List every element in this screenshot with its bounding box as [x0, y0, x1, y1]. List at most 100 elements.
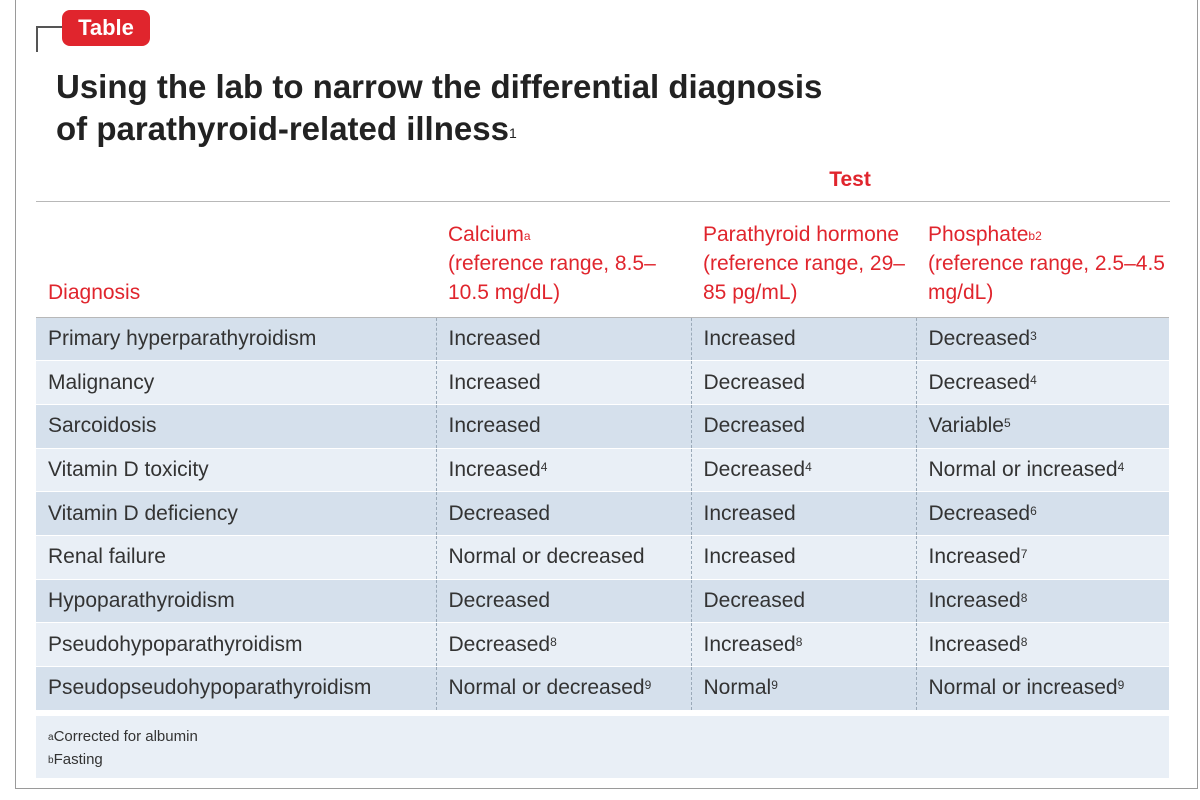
result-reference: 9: [644, 678, 652, 693]
result-value: Increased: [928, 588, 1021, 612]
result-reference: 3: [1030, 328, 1037, 343]
table-row: Pseudopseudohypoparathyroidism Normal or …: [36, 666, 1169, 711]
title-line-2: of parathyroid-related illness: [56, 110, 509, 147]
result-cell: Increased: [690, 317, 916, 362]
result-value: Normal: [703, 676, 772, 700]
result-reference: 8: [1020, 634, 1028, 649]
result-reference: 4: [805, 459, 812, 474]
result-value: Increased: [448, 414, 541, 438]
result-value: Increased: [448, 370, 541, 394]
result-reference: 8: [550, 634, 557, 649]
column-header-label: Parathyroid hormone: [703, 222, 900, 246]
column-header-diagnosis: Diagnosis: [36, 205, 436, 318]
result-cell: Increased8: [915, 579, 1169, 624]
footnote-mark: a: [48, 732, 54, 743]
result-cell: Decreased: [690, 579, 916, 624]
result-cell: Normal or decreased: [435, 535, 691, 580]
result-value: Increased: [703, 545, 796, 569]
diagnosis-cell: Malignancy: [36, 360, 436, 405]
result-value: Increased: [703, 501, 796, 525]
result-value: Normal or increased: [928, 457, 1118, 481]
result-value: Increased: [448, 457, 541, 481]
result-value: Decreased: [448, 632, 551, 656]
result-value: Decreased: [928, 326, 1031, 350]
table-body: Primary hyperparathyroidism Increased Incr…: [36, 317, 1169, 711]
result-value: Normal or decreased: [448, 545, 645, 569]
table-row: Vitamin D toxicity Increased4 Decreased4 No…: [36, 448, 1169, 493]
result-reference: 7: [1020, 547, 1028, 562]
result-value: Decreased: [928, 370, 1031, 394]
title-reference: 1: [508, 125, 517, 141]
column-header-phosphate: Phosphateb2 (reference range, 2.5–4.5 mg…: [916, 205, 1169, 318]
result-cell: Increased: [435, 404, 691, 449]
result-cell: Decreased4: [690, 448, 916, 493]
result-reference: 4: [1030, 372, 1037, 387]
result-value: Decreased: [703, 370, 806, 394]
table-row: Malignancy Increased Decreased Decreased4: [36, 360, 1169, 405]
footnote: aCorrected for albumin: [48, 725, 1169, 748]
result-value: Increased: [703, 326, 796, 350]
result-cell: Variable5: [915, 404, 1169, 449]
test-group-label: Test: [829, 168, 871, 191]
header-row: Diagnosis Calciuma (reference range, 8.5…: [36, 205, 1169, 318]
column-header-pth: Parathyroid hormone (reference range, 29…: [691, 205, 916, 318]
result-cell: Increased4: [435, 448, 691, 493]
result-cell: Normal or increased4: [915, 448, 1169, 493]
result-cell: Decreased: [435, 491, 691, 536]
test-group-divider: [435, 201, 1170, 202]
result-cell: Decreased6: [915, 491, 1169, 536]
result-reference: 6: [1030, 503, 1037, 518]
column-header-extra: (reference range, 29–85 pg/mL): [703, 251, 905, 304]
column-header-calcium: Calciuma (reference range, 8.5–10.5 mg/d…: [436, 205, 691, 318]
result-value: Normal or decreased: [448, 676, 645, 700]
result-reference: 9: [771, 678, 778, 693]
result-cell: Increased7: [915, 535, 1169, 580]
diagnosis-cell: Renal failure: [36, 535, 436, 580]
column-header-sup: b2: [1028, 228, 1042, 243]
result-value: Decreased: [448, 588, 551, 612]
table-row: Primary hyperparathyroidism Increased Incr…: [36, 317, 1169, 362]
table-row: Renal failure Normal or decreased Increase…: [36, 535, 1169, 580]
column-header-extra: (reference range, 8.5–10.5 mg/dL): [448, 251, 656, 304]
column-header-extra: (reference range, 2.5–4.5 mg/dL): [928, 251, 1165, 304]
result-reference: 4: [540, 459, 548, 474]
diagnosis-cell: Pseudohypoparathyroidism: [36, 622, 436, 667]
result-value: Decreased: [448, 501, 551, 525]
result-reference: 5: [1004, 416, 1011, 431]
corner-bracket-vertical: [36, 26, 38, 52]
result-cell: Decreased3: [915, 317, 1169, 362]
result-cell: Normal or increased9: [915, 666, 1169, 711]
result-reference: 9: [1117, 678, 1125, 693]
result-cell: Increased: [690, 535, 916, 580]
result-reference: 8: [795, 634, 803, 649]
diagnosis-cell: Vitamin D deficiency: [36, 491, 436, 536]
column-header-label: Phosphate: [928, 222, 1029, 246]
table-row: Vitamin D deficiency Decreased Increased De…: [36, 491, 1169, 536]
column-header-label: Calcium: [448, 222, 524, 246]
diagnosis-cell: Vitamin D toxicity: [36, 448, 436, 493]
result-cell: Decreased: [435, 579, 691, 624]
result-value: Decreased: [703, 588, 806, 612]
table-badge: Table: [62, 10, 150, 46]
result-cell: Increased: [435, 317, 691, 362]
result-cell: Decreased8: [435, 622, 691, 667]
result-value: Decreased: [703, 457, 806, 481]
result-value: Increased: [928, 545, 1021, 569]
diagnosis-cell: Primary hyperparathyroidism: [36, 317, 436, 362]
footnote-text: Fasting: [53, 751, 103, 768]
divider: [36, 201, 435, 202]
lab-table: Diagnosis Calciuma (reference range, 8.5…: [36, 205, 1169, 711]
corner-bracket: [36, 26, 66, 28]
diagnosis-cell: Hypoparathyroidism: [36, 579, 436, 624]
footnote-text: Corrected for albumin: [53, 728, 198, 745]
result-reference: 8: [1020, 590, 1028, 605]
column-header-sup: a: [523, 228, 531, 243]
result-cell: Decreased4: [915, 360, 1169, 405]
result-value: Decreased: [928, 501, 1031, 525]
diagnosis-cell: Sarcoidosis: [36, 404, 436, 449]
result-cell: Normal9: [690, 666, 916, 711]
result-value: Decreased: [703, 414, 806, 438]
title-line-1: Using the lab to narrow the differential…: [56, 68, 823, 105]
result-value: Increased: [928, 632, 1021, 656]
result-cell: Decreased: [690, 360, 916, 405]
